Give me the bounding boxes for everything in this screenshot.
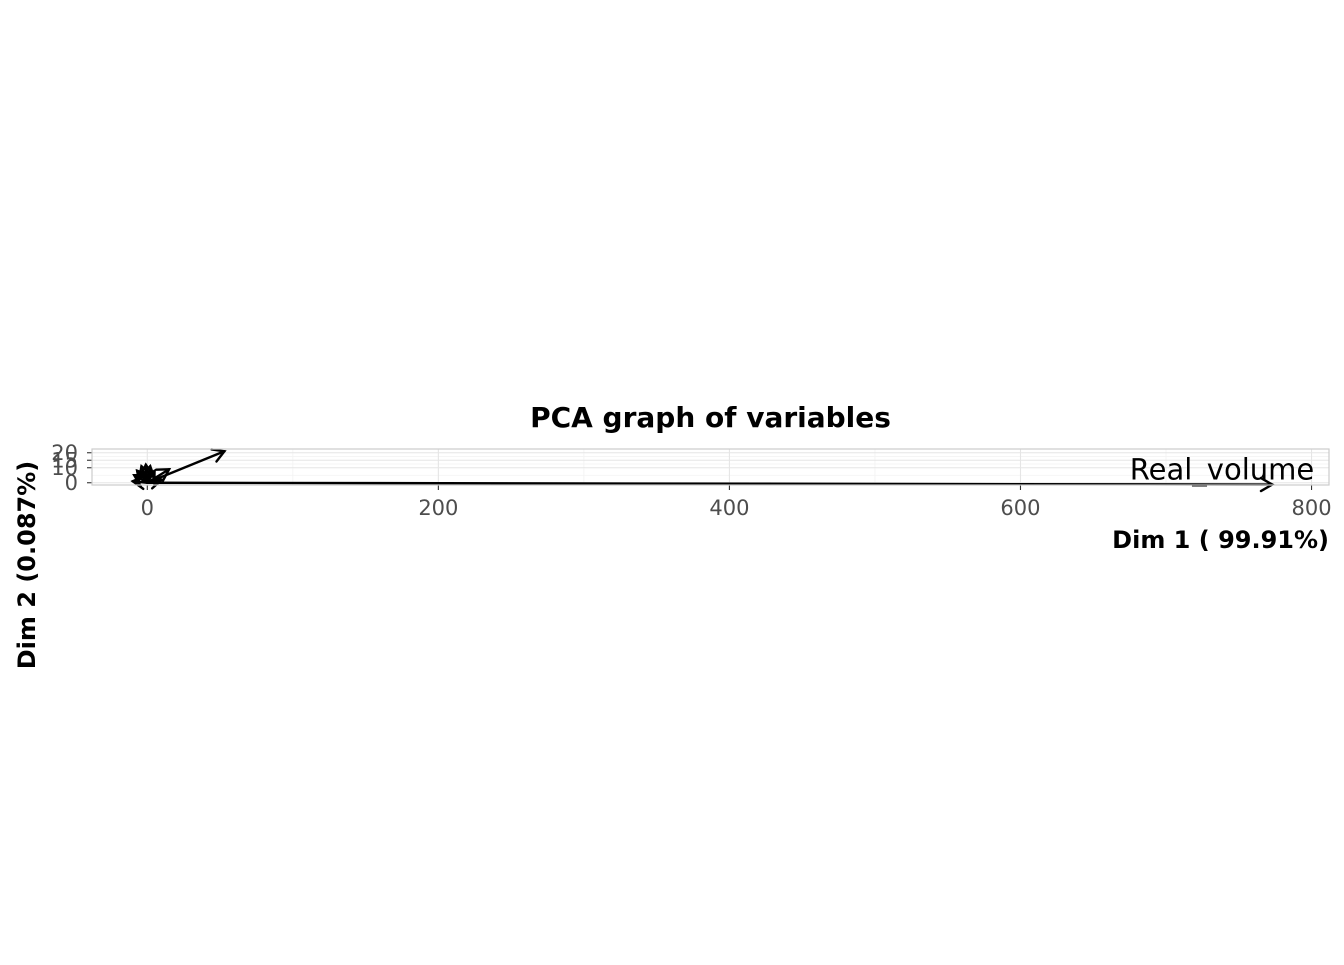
x-tick-label: 600 bbox=[1000, 496, 1040, 520]
arrow-head bbox=[141, 468, 156, 485]
variable-arrow bbox=[141, 468, 156, 485]
arrow-shaft bbox=[131, 480, 149, 484]
variable-arrow bbox=[146, 448, 227, 484]
variable-arrow bbox=[130, 474, 149, 491]
x-tick-label: 0 bbox=[141, 496, 154, 520]
y-tick-label: 10 bbox=[51, 456, 78, 480]
arrow-shaft bbox=[146, 468, 171, 484]
y-tick-label: 15 bbox=[51, 448, 78, 472]
arrow-shaft bbox=[146, 481, 1274, 486]
arrow-head bbox=[154, 467, 172, 482]
x-tick-label: 800 bbox=[1291, 496, 1331, 520]
arrow-head bbox=[210, 448, 227, 463]
x-tick-label: 400 bbox=[709, 496, 749, 520]
y-tick-label: 0 bbox=[65, 471, 78, 495]
arrow-head bbox=[130, 474, 146, 491]
x-axis-title: Dim 1 ( 99.91%) bbox=[1112, 526, 1329, 554]
chart-title: PCA graph of variables bbox=[530, 401, 891, 434]
variable-arrow bbox=[146, 467, 172, 484]
panel-border bbox=[91, 448, 1330, 486]
label-layer: Real_volume bbox=[1130, 453, 1314, 487]
arrow-shaft bbox=[146, 450, 226, 484]
y-axis-title: Dim 2 (0.087%) bbox=[13, 461, 41, 669]
variable-label: Real_volume bbox=[1130, 453, 1314, 487]
y-tick-label: 20 bbox=[51, 441, 78, 465]
x-tick-label: 200 bbox=[418, 496, 458, 520]
